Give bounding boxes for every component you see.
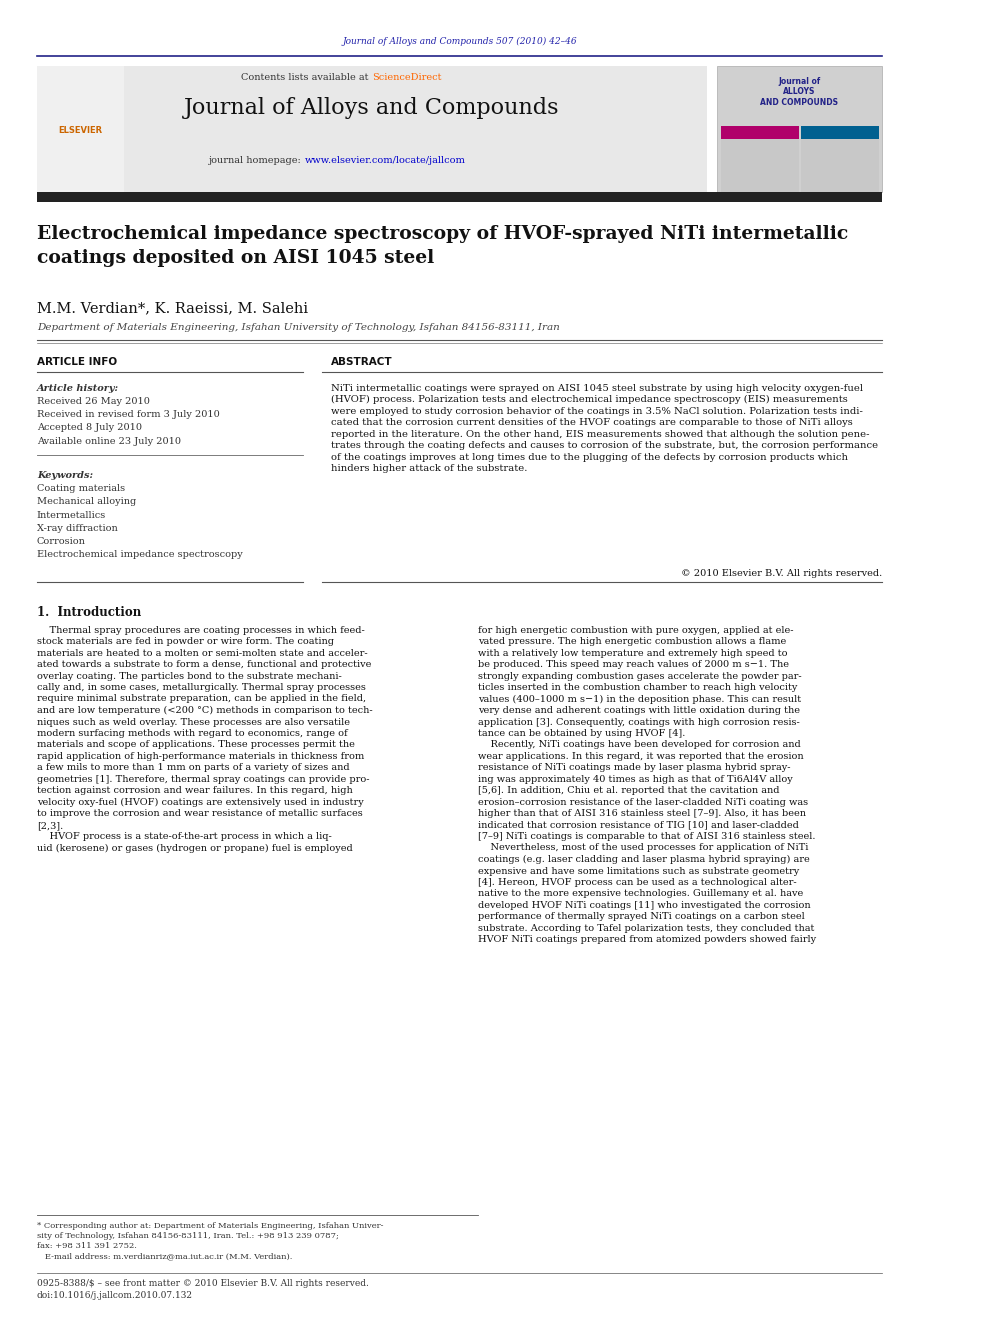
FancyBboxPatch shape (716, 66, 882, 192)
Text: 0925-8388/$ – see front matter © 2010 Elsevier B.V. All rights reserved.
doi:10.: 0925-8388/$ – see front matter © 2010 El… (37, 1279, 369, 1301)
Text: Journal of
ALLOYS
AND COMPOUNDS: Journal of ALLOYS AND COMPOUNDS (760, 77, 838, 107)
Text: ARTICLE INFO: ARTICLE INFO (37, 357, 117, 368)
Text: Received in revised form 3 July 2010: Received in revised form 3 July 2010 (37, 410, 219, 419)
Text: Contents lists available at: Contents lists available at (241, 73, 372, 82)
FancyBboxPatch shape (802, 139, 879, 192)
FancyBboxPatch shape (37, 66, 707, 192)
Text: ELSEVIER: ELSEVIER (58, 126, 102, 135)
Text: ScienceDirect: ScienceDirect (372, 73, 441, 82)
Text: Corrosion: Corrosion (37, 537, 85, 546)
Text: Department of Materials Engineering, Isfahan University of Technology, Isfahan 8: Department of Materials Engineering, Isf… (37, 323, 559, 332)
Text: journal homepage:: journal homepage: (209, 156, 306, 165)
Text: NiTi intermetallic coatings were sprayed on AISI 1045 steel substrate by using h: NiTi intermetallic coatings were sprayed… (330, 384, 878, 474)
Text: Journal of Alloys and Compounds 507 (2010) 42–46: Journal of Alloys and Compounds 507 (201… (342, 37, 576, 46)
Text: Article history:: Article history: (37, 384, 119, 393)
Text: Coating materials: Coating materials (37, 484, 125, 493)
FancyBboxPatch shape (802, 126, 879, 179)
Text: Keywords:: Keywords: (37, 471, 93, 480)
FancyBboxPatch shape (37, 66, 124, 192)
Text: © 2010 Elsevier B.V. All rights reserved.: © 2010 Elsevier B.V. All rights reserved… (681, 569, 882, 578)
Text: Electrochemical impedance spectroscopy of HVOF-sprayed NiTi intermetallic
coatin: Electrochemical impedance spectroscopy o… (37, 225, 848, 266)
Text: Received 26 May 2010: Received 26 May 2010 (37, 397, 150, 406)
Text: Intermetallics: Intermetallics (37, 511, 106, 520)
Text: www.elsevier.com/locate/jallcom: www.elsevier.com/locate/jallcom (306, 156, 466, 165)
Text: for high energetic combustion with pure oxygen, applied at ele-
vated pressure. : for high energetic combustion with pure … (478, 626, 815, 945)
Text: Thermal spray procedures are coating processes in which feed-
stock materials ar: Thermal spray procedures are coating pro… (37, 626, 372, 853)
Text: Available online 23 July 2010: Available online 23 July 2010 (37, 437, 181, 446)
FancyBboxPatch shape (721, 126, 800, 179)
Text: 1.  Introduction: 1. Introduction (37, 606, 141, 619)
Text: Journal of Alloys and Compounds: Journal of Alloys and Compounds (185, 97, 559, 119)
FancyBboxPatch shape (721, 139, 800, 192)
Text: Accepted 8 July 2010: Accepted 8 July 2010 (37, 423, 142, 433)
Text: X-ray diffraction: X-ray diffraction (37, 524, 117, 533)
FancyBboxPatch shape (37, 192, 882, 202)
Text: * Corresponding author at: Department of Materials Engineering, Isfahan Univer-
: * Corresponding author at: Department of… (37, 1222, 383, 1259)
Text: ABSTRACT: ABSTRACT (330, 357, 393, 368)
Text: Mechanical alloying: Mechanical alloying (37, 497, 136, 507)
Text: M.M. Verdian*, K. Raeissi, M. Salehi: M.M. Verdian*, K. Raeissi, M. Salehi (37, 302, 308, 316)
Text: Electrochemical impedance spectroscopy: Electrochemical impedance spectroscopy (37, 550, 242, 560)
